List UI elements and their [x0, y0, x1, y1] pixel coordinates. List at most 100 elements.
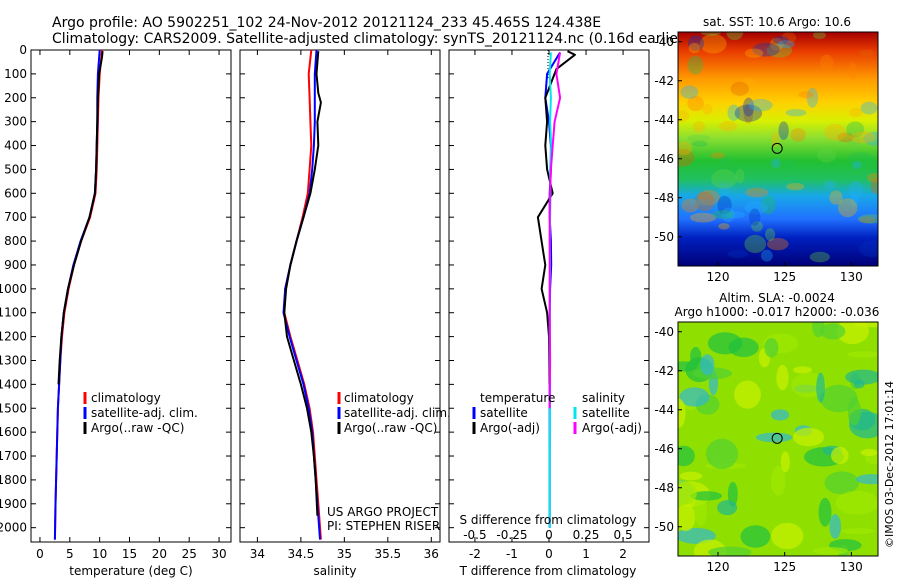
y-tick-label: 1900 — [0, 497, 27, 511]
map-texture-blob — [724, 211, 746, 219]
map-texture-blob — [702, 103, 713, 115]
lon-tick-label: 120 — [707, 560, 730, 574]
map-texture-blob — [691, 140, 708, 147]
s-tick-label: 0.25 — [573, 528, 600, 542]
credits-pi: PI: STEPHEN RISER — [327, 519, 440, 533]
map-texture-blob — [819, 54, 834, 72]
lat-tick-label: -42 — [654, 74, 674, 88]
map-texture-blob — [840, 528, 875, 535]
map-texture-blob — [849, 195, 860, 207]
lat-tick-label: -40 — [654, 325, 674, 339]
map-texture-blob — [847, 351, 878, 358]
map-texture-blob — [734, 380, 761, 409]
difference-series — [536, 50, 576, 528]
salinity-panel: 34 34.5 35 35.5 36 salinity climatology sate… — [239, 49, 451, 578]
x-tick-label: 35.5 — [374, 547, 401, 561]
x-tick-label: 20 — [152, 547, 167, 561]
map-texture-blob — [820, 384, 858, 413]
lon-tick-label: 130 — [840, 270, 863, 284]
y-tick-label: 1200 — [0, 330, 27, 344]
map-texture-blob — [697, 189, 720, 206]
x-tick-label: 0 — [545, 547, 553, 561]
map-texture-blob — [700, 32, 722, 36]
s-tick-label: -0.25 — [496, 528, 527, 542]
map-texture-blob — [849, 107, 863, 118]
map-texture-blob — [766, 237, 789, 251]
lat-tick-label: -50 — [654, 520, 674, 534]
map-texture-blob — [845, 369, 878, 385]
depth-axis-ticks: 0 100 200 300 400 500 600 700 800 900 1000 1100 1200… — [0, 43, 231, 535]
map-texture-blob — [771, 131, 780, 147]
map-texture-blob — [678, 110, 690, 123]
map-texture-blob — [735, 168, 745, 184]
map-texture-blob — [719, 182, 731, 197]
salinity-plot-frame — [239, 49, 441, 543]
temperature-axis-ticks: 0 5 10 15 20 25 30 — [36, 50, 227, 561]
map-texture-blob — [812, 32, 826, 39]
y-tick-label: 400 — [4, 139, 27, 153]
x-tick-label: 2 — [619, 547, 627, 561]
lat-tick-label: -44 — [654, 403, 674, 417]
sla-map-title: Altim. SLA: -0.0024 — [719, 291, 835, 305]
y-tick-label: 300 — [4, 115, 27, 129]
map-texture-blob — [809, 251, 830, 263]
legend-climatology-label: climatology — [344, 391, 414, 405]
map-texture-blob — [694, 191, 715, 212]
map-texture-blob — [700, 354, 715, 376]
map-texture-blob — [752, 42, 780, 57]
temperature-plot-frame — [30, 49, 232, 543]
map-texture-blob — [679, 471, 703, 481]
sla-map-subtitle: Argo h1000: -0.017 h2000: -0.036 — [675, 305, 880, 319]
map-texture-blob — [699, 33, 727, 54]
map-texture-blob — [848, 134, 862, 150]
y-tick-label: 0 — [19, 43, 27, 57]
map-texture-blob — [837, 198, 858, 218]
lon-tick-label: 120 — [707, 270, 730, 284]
temperature-legend: climatology satellite-adj. clim. Argo(..… — [83, 391, 198, 435]
sst-profile-location-marker — [771, 142, 783, 154]
map-texture-blob — [765, 228, 776, 242]
map-texture-blob — [742, 97, 755, 117]
map-texture-blob — [831, 446, 849, 464]
map-texture-blob — [776, 364, 789, 391]
map-texture-blob — [770, 466, 786, 496]
map-texture-blob — [786, 183, 805, 191]
map-texture-blob — [726, 32, 744, 41]
map-texture-blob — [780, 451, 790, 473]
lon-tick-label: 130 — [840, 560, 863, 574]
map-texture-blob — [850, 131, 876, 144]
x-tick-label: 25 — [182, 547, 197, 561]
map-texture-blob — [820, 323, 846, 340]
series-line-argo-raw-qc- — [283, 51, 322, 516]
y-tick-label: 700 — [4, 210, 27, 224]
t-difference-axis-ticks: -2 -1 0 1 2 — [469, 50, 627, 561]
s-tick-label: 0 — [545, 528, 553, 542]
map-texture-blob — [848, 62, 857, 81]
map-texture-blob — [687, 134, 711, 142]
map-texture-blob — [721, 207, 735, 223]
x-tick-label: 36 — [424, 547, 439, 561]
sla-profile-location-marker — [771, 432, 783, 444]
y-tick-label: 800 — [4, 234, 27, 248]
legend-argo-label: Argo(..raw -QC) — [344, 421, 437, 435]
x-tick-label: 15 — [122, 547, 137, 561]
map-texture-blob — [740, 525, 771, 548]
map-texture-blob — [863, 131, 878, 146]
y-tick-label: 200 — [4, 91, 27, 105]
s-difference-axis-ticks: -0.5 -0.25 0 0.25 0.5 — [463, 528, 632, 542]
map-texture-blob — [790, 128, 806, 142]
y-tick-label: 1000 — [0, 282, 27, 296]
map-texture-blob — [824, 180, 836, 190]
lon-tick-label: 125 — [773, 270, 796, 284]
map-texture-blob — [824, 471, 859, 495]
series-line-temperature-argo-adj- — [536, 50, 576, 385]
map-texture-blob — [793, 366, 812, 374]
sla-map-axis-ticks: 120 125 130 -40 -42 -44 -46 -48 -50 — [654, 325, 862, 574]
s-tick-label: -0.5 — [463, 528, 486, 542]
map-texture-blob — [678, 480, 697, 507]
map-texture-blob — [719, 120, 738, 132]
map-texture-blob — [829, 514, 842, 539]
map-texture-blob — [678, 141, 693, 156]
y-tick-label: 900 — [4, 258, 27, 272]
